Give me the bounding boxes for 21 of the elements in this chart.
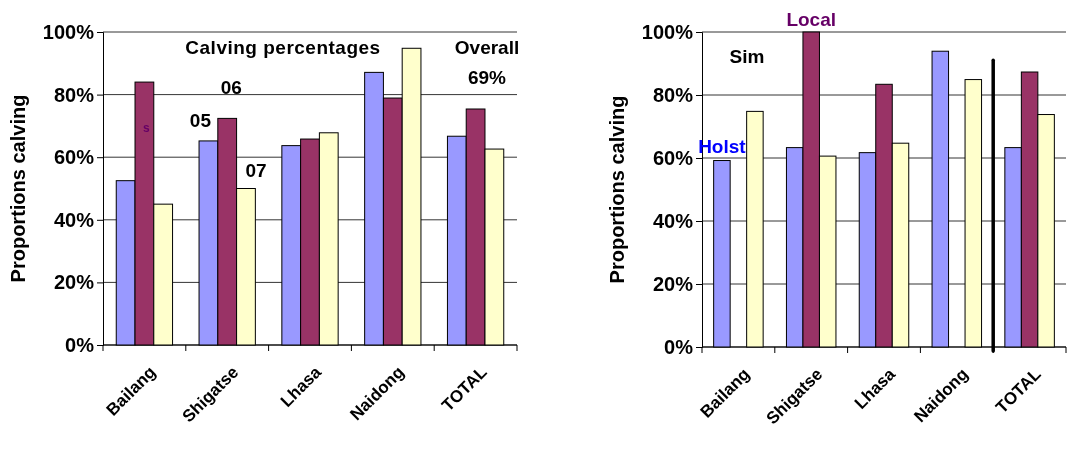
series-label: Local <box>786 9 837 30</box>
series-label: 06 <box>220 77 242 99</box>
series-label: 07 <box>245 159 267 181</box>
text: Sim <box>729 46 765 68</box>
y-tick-label: 20% <box>53 271 95 294</box>
y-tick-label: 40% <box>652 209 694 232</box>
y-tick-label: 80% <box>53 83 95 106</box>
annotation: Overall 69% <box>454 37 520 88</box>
y-tick-label: 100% <box>641 20 694 43</box>
y-tick-label: 40% <box>53 208 95 231</box>
y-tick-label: 60% <box>53 146 95 169</box>
y-axis-title: Proportions calving <box>606 95 628 284</box>
y-tick-label: 0% <box>65 333 95 356</box>
y-tick-label: 80% <box>652 83 694 106</box>
y-tick-label: 60% <box>652 146 694 169</box>
y-tick-label: 20% <box>652 272 694 295</box>
y-tick-label: 0% <box>664 335 694 358</box>
chart-title: Calving percentages <box>185 37 381 58</box>
y-axis-title: Proportions calving <box>7 94 29 283</box>
y-tick-label: 100% <box>42 20 95 43</box>
series-label: 05 <box>189 109 212 131</box>
